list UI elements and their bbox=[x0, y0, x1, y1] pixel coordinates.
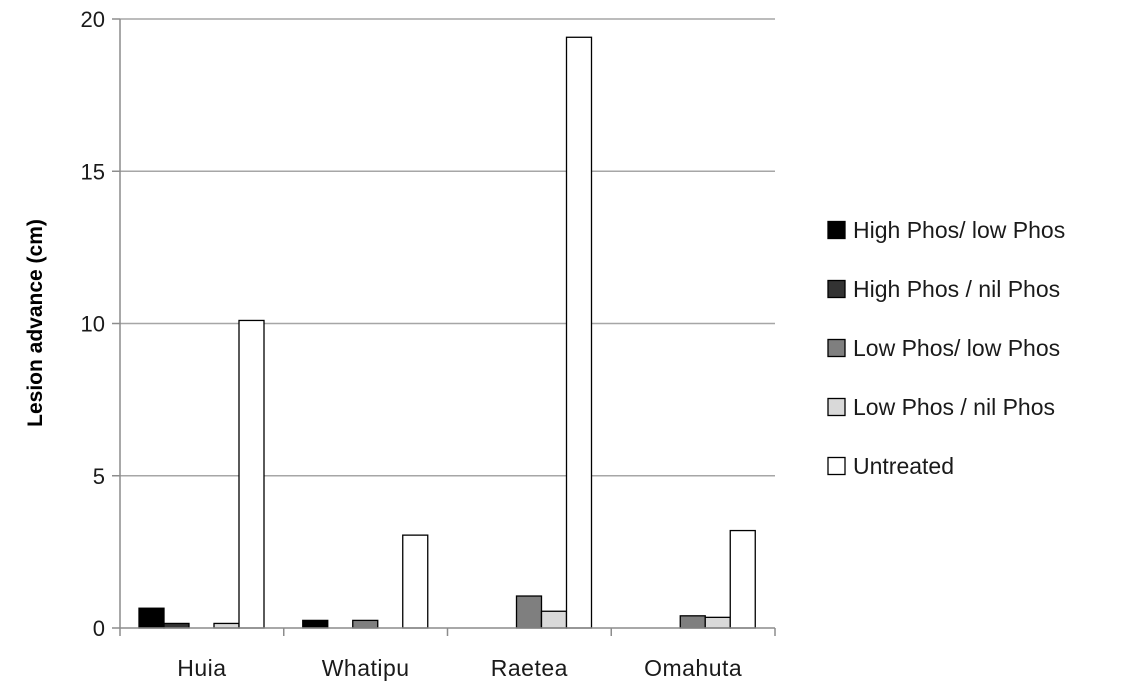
legend-label: Untreated bbox=[853, 453, 954, 479]
x-tick-label: Huia bbox=[177, 655, 226, 681]
legend-label: High Phos/ low Phos bbox=[853, 217, 1065, 243]
legend: High Phos/ low Phos High Phos / nil Phos L… bbox=[827, 217, 1065, 479]
y-axis-title: Lesion advance (cm) bbox=[24, 219, 47, 427]
bar bbox=[515, 595, 543, 629]
bar bbox=[679, 615, 706, 629]
y-tick-label: 10 bbox=[81, 312, 105, 337]
y-tick-label: 20 bbox=[81, 7, 105, 32]
bars bbox=[138, 36, 756, 629]
y-tick-labels: 0 5 10 15 20 bbox=[81, 7, 105, 641]
legend-label: Low Phos/ low Phos bbox=[853, 335, 1060, 361]
bar bbox=[565, 36, 593, 629]
legend-label: Low Phos / nil Phos bbox=[853, 394, 1055, 420]
bar bbox=[729, 529, 756, 629]
bar bbox=[238, 319, 265, 629]
legend-swatch bbox=[827, 220, 846, 240]
x-tick-label: Omahuta bbox=[644, 655, 742, 681]
x-tick-label: Raetea bbox=[491, 655, 568, 681]
grid-lines bbox=[112, 18, 776, 636]
legend-label: High Phos / nil Phos bbox=[853, 276, 1060, 302]
bar bbox=[352, 619, 379, 629]
legend-swatch bbox=[827, 279, 846, 299]
legend-swatch bbox=[827, 456, 846, 476]
legend-swatch bbox=[827, 338, 846, 358]
legend-swatch bbox=[827, 397, 846, 417]
y-tick-label: 0 bbox=[93, 616, 105, 641]
y-tick-label: 5 bbox=[93, 464, 105, 489]
y-tick-label: 15 bbox=[81, 159, 105, 184]
bar bbox=[302, 619, 329, 629]
bar bbox=[704, 616, 731, 629]
x-tick-label: Whatipu bbox=[322, 655, 410, 681]
axes bbox=[119, 19, 775, 629]
bar bbox=[138, 607, 165, 629]
bar bbox=[540, 610, 568, 629]
bar bbox=[402, 534, 429, 629]
x-tick-labels: Huia Whatipu Raetea Omahuta bbox=[177, 655, 742, 681]
